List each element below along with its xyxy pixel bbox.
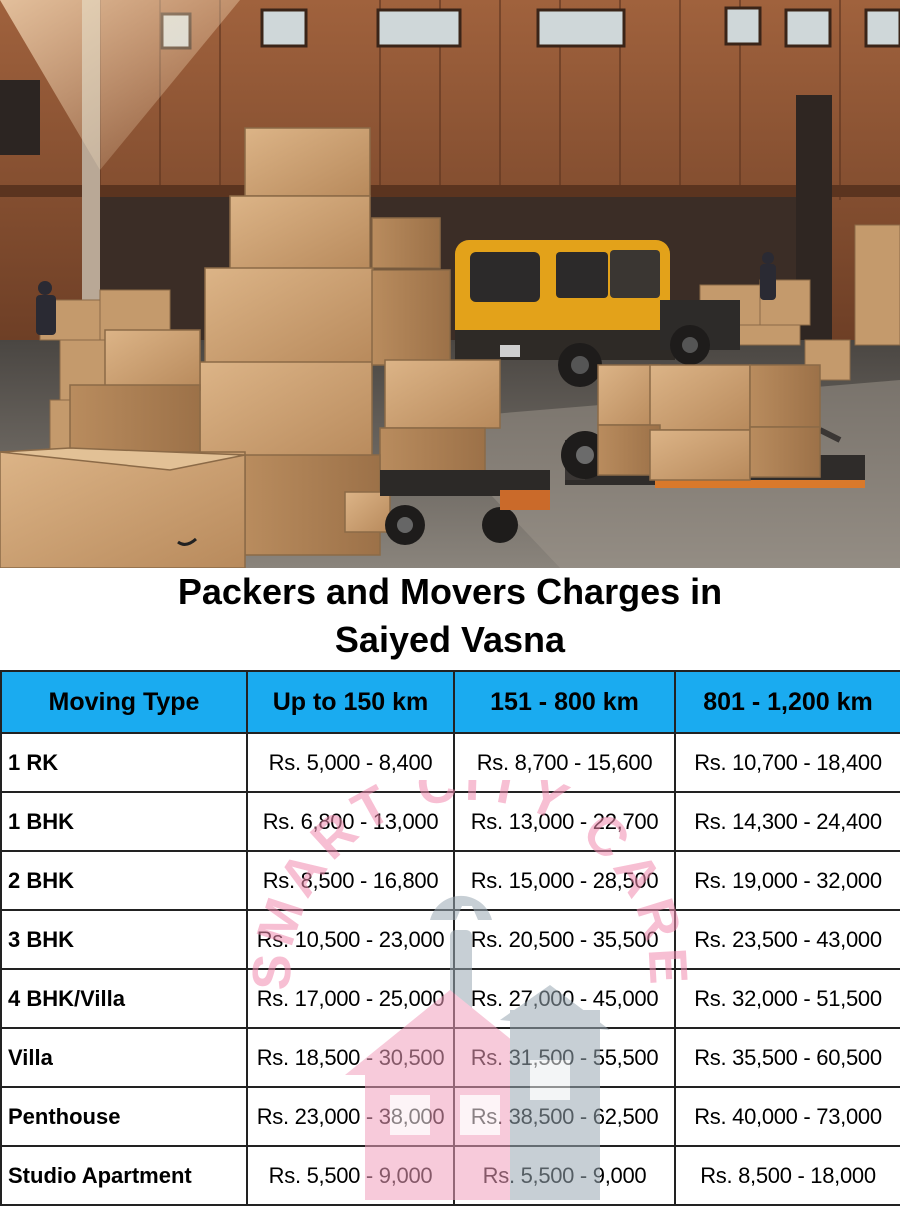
column-header-moving-type: Moving Type xyxy=(0,670,248,734)
price-cell: Rs. 23,000 - 38,000 xyxy=(246,1086,455,1147)
moving-type-cell: Villa xyxy=(0,1027,248,1088)
moving-type-cell: 4 BHK/Villa xyxy=(0,968,248,1029)
title-line-2: Saiyed Vasna xyxy=(334,619,566,660)
column-header-up-to-150-km: Up to 150 km xyxy=(246,670,455,734)
price-cell: Rs. 19,000 - 32,000 xyxy=(674,850,900,911)
price-cell: Rs. 31,500 - 55,500 xyxy=(453,1027,676,1088)
table-row: 2 BHK Rs. 8,500 - 16,800 Rs. 15,000 - 28… xyxy=(0,850,900,911)
table-row: 3 BHK Rs. 10,500 - 23,000 Rs. 20,500 - 3… xyxy=(0,909,900,970)
table-row: 1 BHK Rs. 6,800 - 13,000 Rs. 13,000 - 22… xyxy=(0,791,900,852)
price-cell: Rs. 40,000 - 73,000 xyxy=(674,1086,900,1147)
price-cell: Rs. 32,000 - 51,500 xyxy=(674,968,900,1029)
price-cell: Rs. 38,500 - 62,500 xyxy=(453,1086,676,1147)
price-cell: Rs. 17,000 - 25,000 xyxy=(246,968,455,1029)
price-cell: Rs. 18,500 - 30,500 xyxy=(246,1027,455,1088)
column-header-151-800-km: 151 - 800 km xyxy=(453,670,676,734)
price-cell: Rs. 6,800 - 13,000 xyxy=(246,791,455,852)
table-row: 4 BHK/Villa Rs. 17,000 - 25,000 Rs. 27,0… xyxy=(0,968,900,1029)
price-cell: Rs. 8,500 - 16,800 xyxy=(246,850,455,911)
warehouse-illustration xyxy=(0,0,900,568)
price-cell: Rs. 27,000 - 45,000 xyxy=(453,968,676,1029)
price-cell: Rs. 8,500 - 18,000 xyxy=(674,1145,900,1206)
charges-table: Moving Type Up to 150 km 151 - 800 km 80… xyxy=(0,670,900,1206)
warehouse-moving-photo xyxy=(0,0,900,568)
price-cell: Rs. 10,500 - 23,000 xyxy=(246,909,455,970)
moving-type-cell: 3 BHK xyxy=(0,909,248,970)
table-row: Villa Rs. 18,500 - 30,500 Rs. 31,500 - 5… xyxy=(0,1027,900,1088)
price-cell: Rs. 35,500 - 60,500 xyxy=(674,1027,900,1088)
moving-type-cell: 1 BHK xyxy=(0,791,248,852)
price-cell: Rs. 20,500 - 35,500 xyxy=(453,909,676,970)
table-header-row: Moving Type Up to 150 km 151 - 800 km 80… xyxy=(0,670,900,734)
moving-type-cell: Penthouse xyxy=(0,1086,248,1147)
price-cell: Rs. 14,300 - 24,400 xyxy=(674,791,900,852)
table-row: Penthouse Rs. 23,000 - 38,000 Rs. 38,500… xyxy=(0,1086,900,1147)
price-cell: Rs. 10,700 - 18,400 xyxy=(674,732,900,793)
price-cell: Rs. 8,700 - 15,600 xyxy=(453,732,676,793)
price-cell: Rs. 13,000 - 22,700 xyxy=(453,791,676,852)
title-line-1: Packers and Movers Charges in xyxy=(177,571,723,612)
table-row: 1 RK Rs. 5,000 - 8,400 Rs. 8,700 - 15,60… xyxy=(0,732,900,793)
moving-type-cell: 1 RK xyxy=(0,732,248,793)
price-cell: Rs. 15,000 - 28,500 xyxy=(453,850,676,911)
page-title: Packers and Movers Charges in Saiyed Vas… xyxy=(0,562,900,670)
price-cell: Rs. 5,000 - 8,400 xyxy=(246,732,455,793)
price-cell: Rs. 5,500 - 9,000 xyxy=(453,1145,676,1206)
moving-type-cell: 2 BHK xyxy=(0,850,248,911)
table-row: Studio Apartment Rs. 5,500 - 9,000 Rs. 5… xyxy=(0,1145,900,1206)
price-cell: Rs. 23,500 - 43,000 xyxy=(674,909,900,970)
price-cell: Rs. 5,500 - 9,000 xyxy=(246,1145,455,1206)
moving-type-cell: Studio Apartment xyxy=(0,1145,248,1206)
column-header-801-1200-km: 801 - 1,200 km xyxy=(674,670,900,734)
